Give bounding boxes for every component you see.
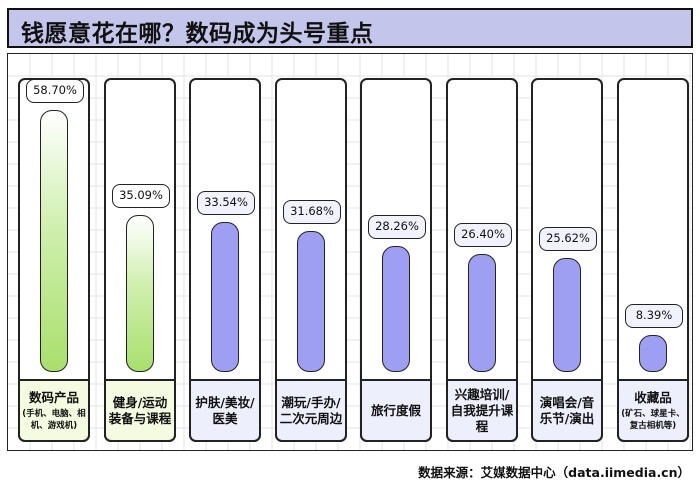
category-label-box: 演唱会/音乐节/演出	[531, 379, 603, 442]
data-label: 58.70%	[26, 79, 84, 103]
category-label-box: 兴趣培训/自我提升课程	[446, 379, 518, 442]
bar	[126, 215, 154, 372]
data-label: 35.09%	[112, 184, 170, 209]
category-label-box: 潮玩/手办/二次元周边	[275, 379, 347, 442]
category-label-box: 旅行度假	[360, 379, 432, 442]
category-label: 演唱会/音乐节/演出	[539, 394, 595, 426]
category-label-box: 收藏品 (矿石、球星卡、复古相机等)	[617, 379, 689, 442]
data-label: 31.68%	[283, 199, 341, 224]
category-label: 潮玩/手办/二次元周边	[279, 394, 343, 426]
category-label: 护肤/美妆/医美	[195, 394, 255, 426]
bar	[40, 110, 68, 372]
bar	[553, 257, 581, 372]
category-label-box: 健身/运动装备与课程	[104, 379, 176, 442]
bar	[297, 230, 325, 372]
category-label: 收藏品	[634, 389, 672, 405]
category-label: 健身/运动装备与课程	[108, 394, 172, 426]
category-label: 兴趣培训/自我提升课程	[450, 386, 514, 434]
category-label: 旅行度假	[370, 402, 421, 418]
title-bar: 钱愿意花在哪？数码成为头号重点	[7, 8, 693, 48]
category-label-box: 数码产品 (手机、电脑、相机、游戏机)	[18, 379, 90, 442]
data-label: 25.62%	[539, 226, 597, 251]
bar	[468, 254, 496, 372]
data-label: 28.26%	[368, 214, 426, 239]
category-sublabel: (矿石、球星卡、复古相机等)	[621, 408, 685, 431]
category-sublabel: (手机、电脑、相机、游戏机)	[22, 408, 86, 431]
bar	[382, 245, 410, 372]
data-label: 26.40%	[454, 223, 512, 248]
data-source: 数据来源：艾媒数据中心（data.iimedia.cn）	[418, 465, 690, 480]
chart-title: 钱愿意花在哪？数码成为头号重点	[21, 21, 374, 47]
category-label-box: 护肤/美妆/医美	[189, 379, 261, 442]
category-label: 数码产品	[28, 389, 79, 405]
bar	[639, 334, 667, 372]
data-label: 8.39%	[625, 303, 683, 328]
data-label: 33.54%	[197, 191, 255, 216]
bar	[211, 222, 239, 372]
